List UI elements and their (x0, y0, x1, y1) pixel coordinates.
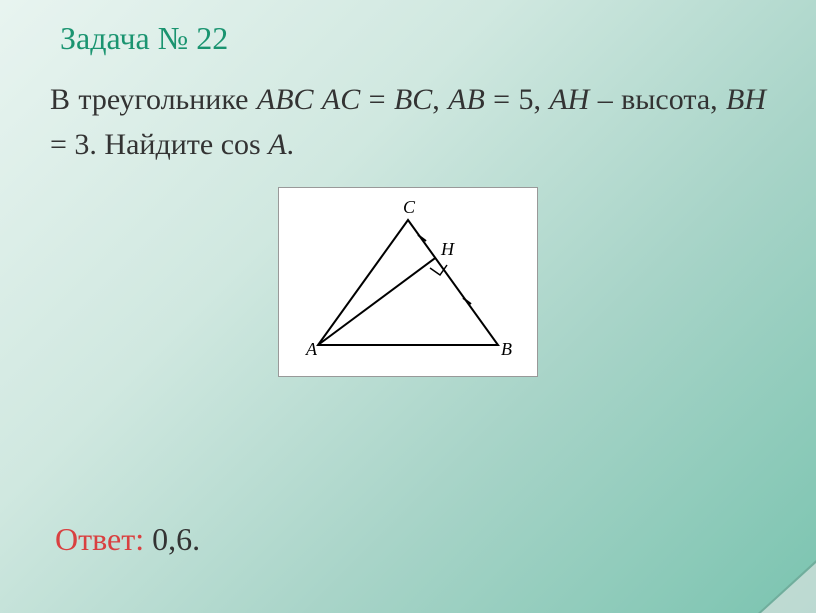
problem-statement: В треугольнике ABC AC = BC, AB = 5, AH –… (50, 77, 766, 167)
side-ac: AC (322, 83, 360, 116)
label-c: C (403, 197, 416, 217)
angle-a: A (268, 128, 286, 161)
label-h: H (440, 239, 455, 259)
comma1: , (432, 83, 448, 116)
answer-value: 0,6. (144, 521, 200, 557)
answer-label: Ответ: (55, 521, 144, 557)
answer-line: Ответ: 0,6. (55, 521, 200, 558)
text-pre: В треугольнике (50, 83, 257, 116)
sp1 (314, 83, 322, 116)
segment-bh: BH (726, 83, 766, 116)
label-b: B (501, 339, 512, 359)
dash: – высота, (589, 83, 726, 116)
diagram-container: A B C H (50, 187, 766, 377)
triangle-diagram: A B C H (278, 187, 538, 377)
triangle-svg: A B C H (288, 195, 528, 370)
triangle-name: ABC (257, 83, 314, 116)
label-a: A (305, 339, 318, 359)
problem-title: Задача № 22 (60, 20, 766, 57)
page-curl-icon (761, 563, 816, 613)
triangle-shape (318, 220, 498, 345)
side-ab: AB (448, 83, 485, 116)
eq1: = (360, 83, 394, 116)
end: . (287, 128, 295, 161)
side-bc: BC (394, 83, 432, 116)
slide: Задача № 22 В треугольнике ABC AC = BC, … (0, 0, 816, 613)
eq3: = 3. Найдите cos (50, 128, 268, 161)
segment-ah: AH (549, 83, 589, 116)
altitude-ah (318, 257, 435, 344)
eq2: = 5, (485, 83, 550, 116)
